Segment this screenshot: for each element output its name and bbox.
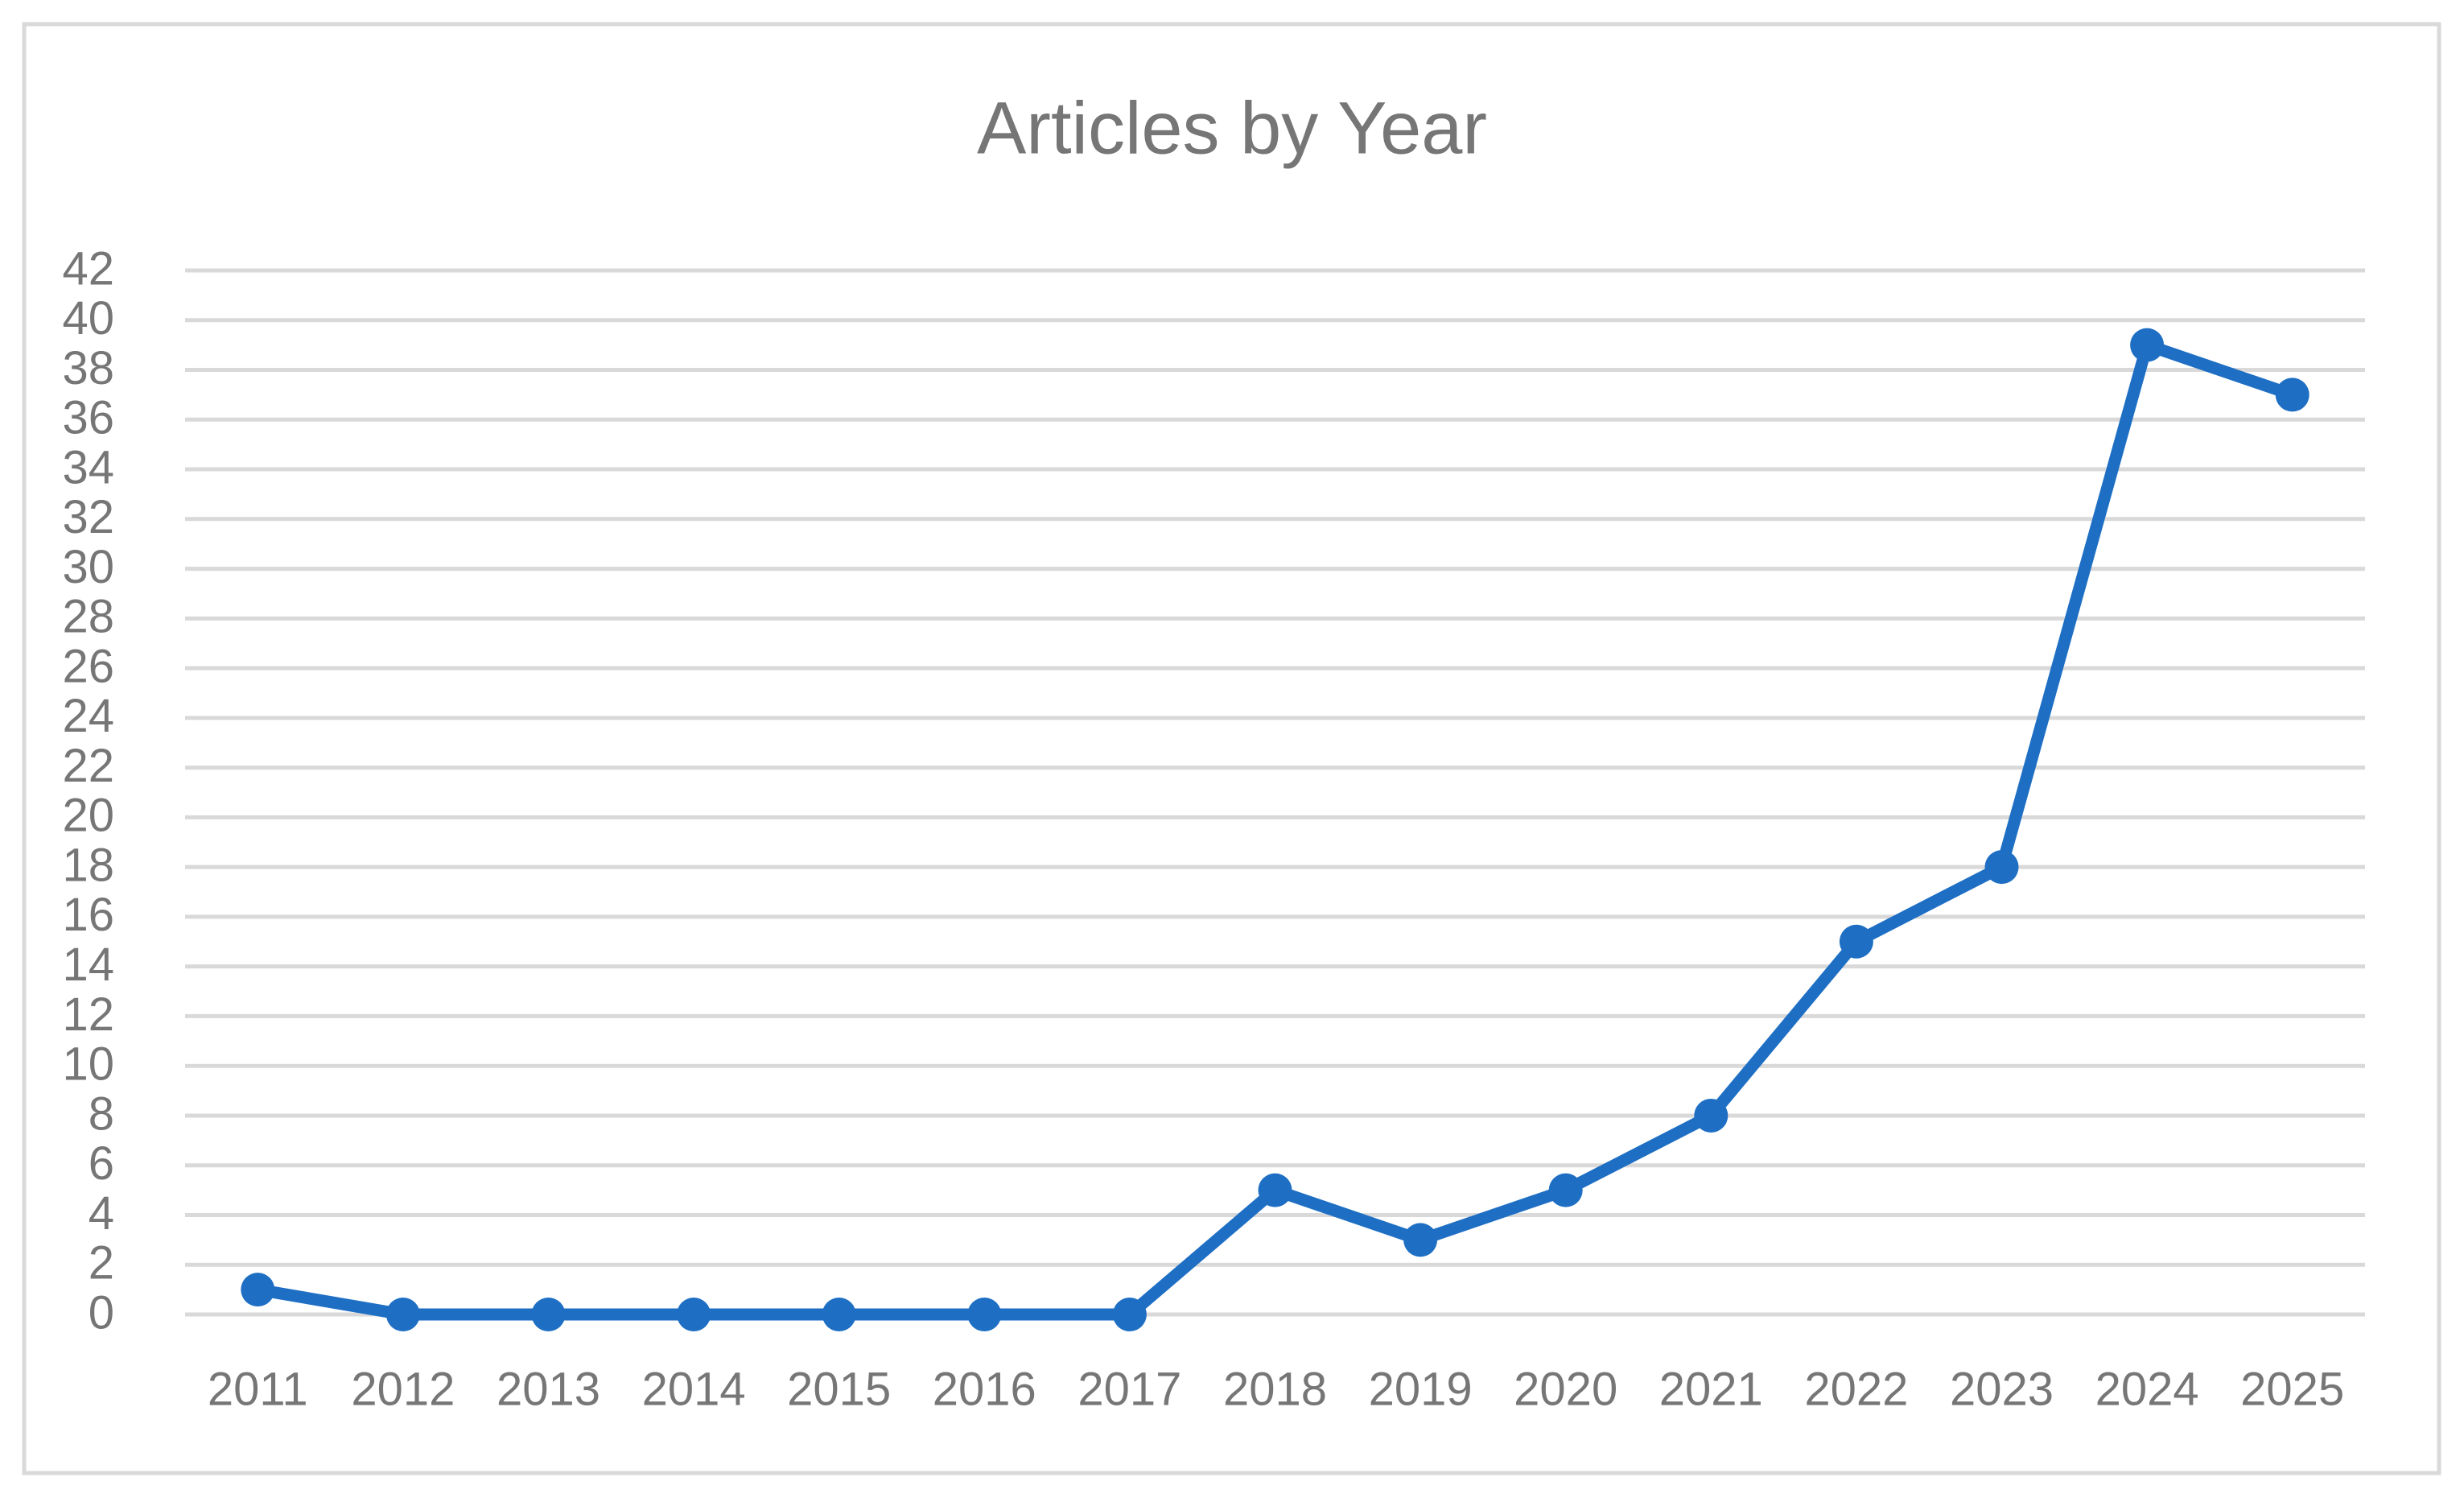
- x-tick-label: 2012: [351, 1363, 455, 1415]
- x-tick-label: 2018: [1223, 1363, 1327, 1415]
- y-tick-label: 22: [62, 740, 114, 792]
- y-tick-label: 4: [89, 1187, 114, 1240]
- x-tick-label: 2021: [1659, 1363, 1763, 1415]
- x-tick-label: 2025: [2240, 1363, 2344, 1415]
- data-point: [2130, 328, 2165, 362]
- chart-border: [22, 22, 2441, 1475]
- y-tick-label: 16: [62, 889, 114, 941]
- x-tick-label: 2017: [1077, 1363, 1181, 1415]
- y-tick-label: 28: [62, 591, 114, 643]
- y-tick-label: 34: [62, 441, 114, 493]
- data-point: [822, 1298, 856, 1331]
- y-tick-label: 6: [89, 1137, 114, 1190]
- y-tick-label: 32: [62, 491, 114, 543]
- data-point: [677, 1298, 711, 1331]
- data-point: [1403, 1223, 1438, 1257]
- y-tick-label: 42: [62, 242, 114, 295]
- data-point: [385, 1298, 420, 1331]
- y-tick-label: 2: [89, 1237, 114, 1290]
- y-tick-label: 18: [62, 839, 114, 891]
- data-point: [241, 1273, 275, 1307]
- y-tick-label: 38: [62, 342, 114, 394]
- y-tick-label: 12: [62, 988, 114, 1041]
- x-tick-label: 2023: [1950, 1363, 2054, 1415]
- data-point: [1548, 1173, 1583, 1207]
- x-tick-label: 2016: [933, 1363, 1036, 1415]
- y-tick-label: 30: [62, 541, 114, 593]
- data-point: [1984, 850, 2019, 885]
- x-tick-label: 2013: [497, 1363, 600, 1415]
- chart-title: Articles by Year: [977, 87, 1487, 169]
- x-tick-label: 2024: [2095, 1363, 2199, 1415]
- data-point: [1694, 1098, 1729, 1133]
- y-tick-label: 10: [62, 1038, 114, 1091]
- y-tick-label: 14: [62, 939, 114, 991]
- y-tick-label: 40: [62, 292, 114, 345]
- data-point: [1258, 1173, 1292, 1207]
- data-point: [967, 1298, 1002, 1331]
- y-tick-label: 0: [89, 1286, 114, 1339]
- x-tick-label: 2022: [1804, 1363, 1908, 1415]
- x-tick-label: 2019: [1369, 1363, 1473, 1415]
- x-tick-label: 2011: [208, 1363, 308, 1415]
- data-point: [531, 1298, 566, 1331]
- y-tick-label: 20: [62, 790, 114, 842]
- x-tick-label: 2014: [642, 1363, 746, 1415]
- data-point: [1839, 924, 1873, 959]
- x-tick-label: 2015: [787, 1363, 891, 1415]
- data-point: [1112, 1298, 1147, 1331]
- x-tick-label: 2020: [1514, 1363, 1617, 1415]
- y-tick-label: 24: [62, 690, 114, 742]
- y-tick-label: 26: [62, 640, 114, 692]
- y-tick-label: 8: [89, 1087, 114, 1140]
- y-tick-label: 36: [62, 392, 114, 444]
- data-point: [2275, 378, 2309, 412]
